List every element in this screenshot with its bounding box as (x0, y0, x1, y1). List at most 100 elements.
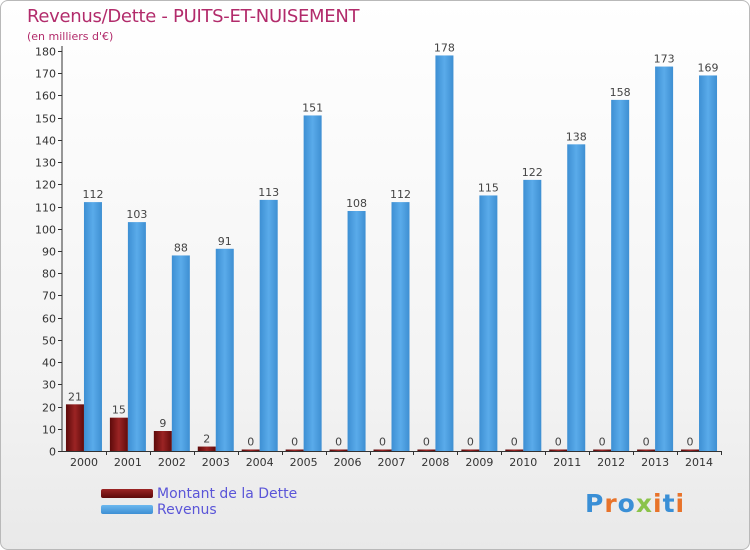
bar-revenue (479, 195, 498, 451)
data-label-revenue: 88 (174, 241, 188, 254)
data-label-debt: 0 (511, 436, 518, 449)
y-tick-label: 180 (35, 46, 56, 59)
bar-revenue (259, 199, 278, 451)
data-label-revenue: 151 (302, 101, 323, 114)
data-label-revenue: 91 (218, 235, 232, 248)
y-tick-label: 30 (42, 379, 56, 392)
data-label-revenue: 115 (478, 181, 499, 194)
data-label-revenue: 158 (610, 86, 631, 99)
axes: 0102030405060708090100110120130140150160… (35, 46, 722, 469)
y-tick-label: 130 (35, 157, 56, 170)
chart-subtitle: (en milliers d'€) (27, 30, 114, 43)
chart-title: Revenus/Dette - PUITS-ET-NUISEMENT (27, 6, 360, 27)
proxiti-logo: Proxiti (585, 489, 685, 518)
x-tick-label: 2005 (290, 456, 318, 469)
x-tick-label: 2004 (246, 456, 274, 469)
logo-letter: o (617, 489, 636, 518)
bar-debt (153, 431, 172, 451)
bar-debt (241, 449, 260, 451)
legend-swatch-debt (101, 489, 153, 498)
data-label-debt: 21 (68, 390, 82, 403)
logo-letter: t (662, 489, 676, 518)
bar-revenue (611, 99, 630, 451)
y-tick-label: 90 (42, 246, 56, 259)
y-tick-label: 150 (35, 113, 56, 126)
data-label-revenue: 169 (698, 61, 719, 74)
bar-revenue (567, 144, 586, 452)
bar-revenue (435, 55, 454, 451)
x-tick-label: 2001 (114, 456, 142, 469)
y-tick-label: 120 (35, 179, 56, 192)
logo-letter: x (635, 489, 653, 518)
x-tick-label: 2013 (641, 456, 669, 469)
data-label-revenue: 112 (82, 188, 103, 201)
data-label-revenue: 138 (566, 130, 587, 143)
y-tick-label: 40 (42, 357, 56, 370)
data-label-debt: 0 (687, 436, 694, 449)
y-tick-label: 0 (49, 446, 56, 459)
bar-revenue (171, 255, 190, 451)
bar-debt (637, 449, 656, 451)
bar-debt (285, 449, 304, 451)
data-label-debt: 0 (643, 436, 650, 449)
x-tick-label: 2003 (202, 456, 230, 469)
x-tick-label: 2011 (553, 456, 581, 469)
bar-revenue (215, 248, 234, 451)
bar-debt (329, 449, 348, 451)
data-label-revenue: 103 (126, 208, 147, 221)
bar-debt (373, 449, 392, 451)
x-tick-label: 2007 (378, 456, 406, 469)
logo-letter: P (585, 489, 605, 518)
logo-letter: r (604, 489, 618, 518)
data-label-revenue: 178 (434, 41, 455, 54)
bar-revenue (655, 66, 674, 452)
x-tick-label: 2014 (685, 456, 713, 469)
data-label-debt: 15 (112, 404, 126, 417)
bar-revenue (391, 202, 410, 451)
data-label-debt: 0 (379, 436, 386, 449)
logo-letter: i (675, 489, 686, 518)
data-label-revenue: 122 (522, 166, 543, 179)
x-tick-label: 2002 (158, 456, 186, 469)
data-labels: 21 112 15 103 9 88 2 91 0 113 0 151 0 108 0 112 0 178 0 115… (68, 41, 719, 448)
bar-revenue (303, 115, 322, 451)
logo-letter: i (653, 489, 663, 518)
x-tick-label: 2010 (509, 456, 537, 469)
y-tick-label: 50 (42, 335, 56, 348)
legend-swatch-revenue (101, 505, 153, 514)
x-tick-label: 2006 (334, 456, 362, 469)
x-tick-label: 2000 (70, 456, 98, 469)
data-label-revenue: 112 (390, 188, 411, 201)
data-label-debt: 2 (203, 433, 210, 446)
bar-revenue (699, 75, 718, 451)
data-label-revenue: 108 (346, 197, 367, 210)
data-label-debt: 0 (247, 436, 254, 449)
bar-debt (197, 446, 216, 451)
data-label-debt: 0 (555, 436, 562, 449)
x-tick-label: 2008 (421, 456, 449, 469)
y-tick-label: 10 (42, 424, 56, 437)
bar-revenue (127, 222, 146, 451)
bar-debt (549, 449, 568, 451)
bar-revenue (347, 211, 366, 451)
y-tick-label: 80 (42, 268, 56, 281)
y-tick-label: 100 (35, 224, 56, 237)
bar-revenue (523, 179, 542, 451)
y-tick-label: 60 (42, 313, 56, 326)
y-tick-label: 20 (42, 402, 56, 415)
bar-debt (461, 449, 480, 451)
bar-debt (109, 417, 128, 451)
data-label-debt: 0 (599, 436, 606, 449)
data-label-revenue: 173 (654, 53, 675, 66)
y-tick-label: 140 (35, 135, 56, 148)
bar-debt (65, 404, 84, 451)
data-label-revenue: 113 (258, 186, 279, 199)
y-tick-label: 70 (42, 290, 56, 303)
y-tick-label: 160 (35, 90, 56, 103)
data-label-debt: 0 (291, 436, 298, 449)
y-tick-label: 170 (35, 68, 56, 81)
x-tick-label: 2009 (465, 456, 493, 469)
bars (65, 55, 718, 452)
legend-label-debt: Montant de la Dette (157, 486, 298, 502)
